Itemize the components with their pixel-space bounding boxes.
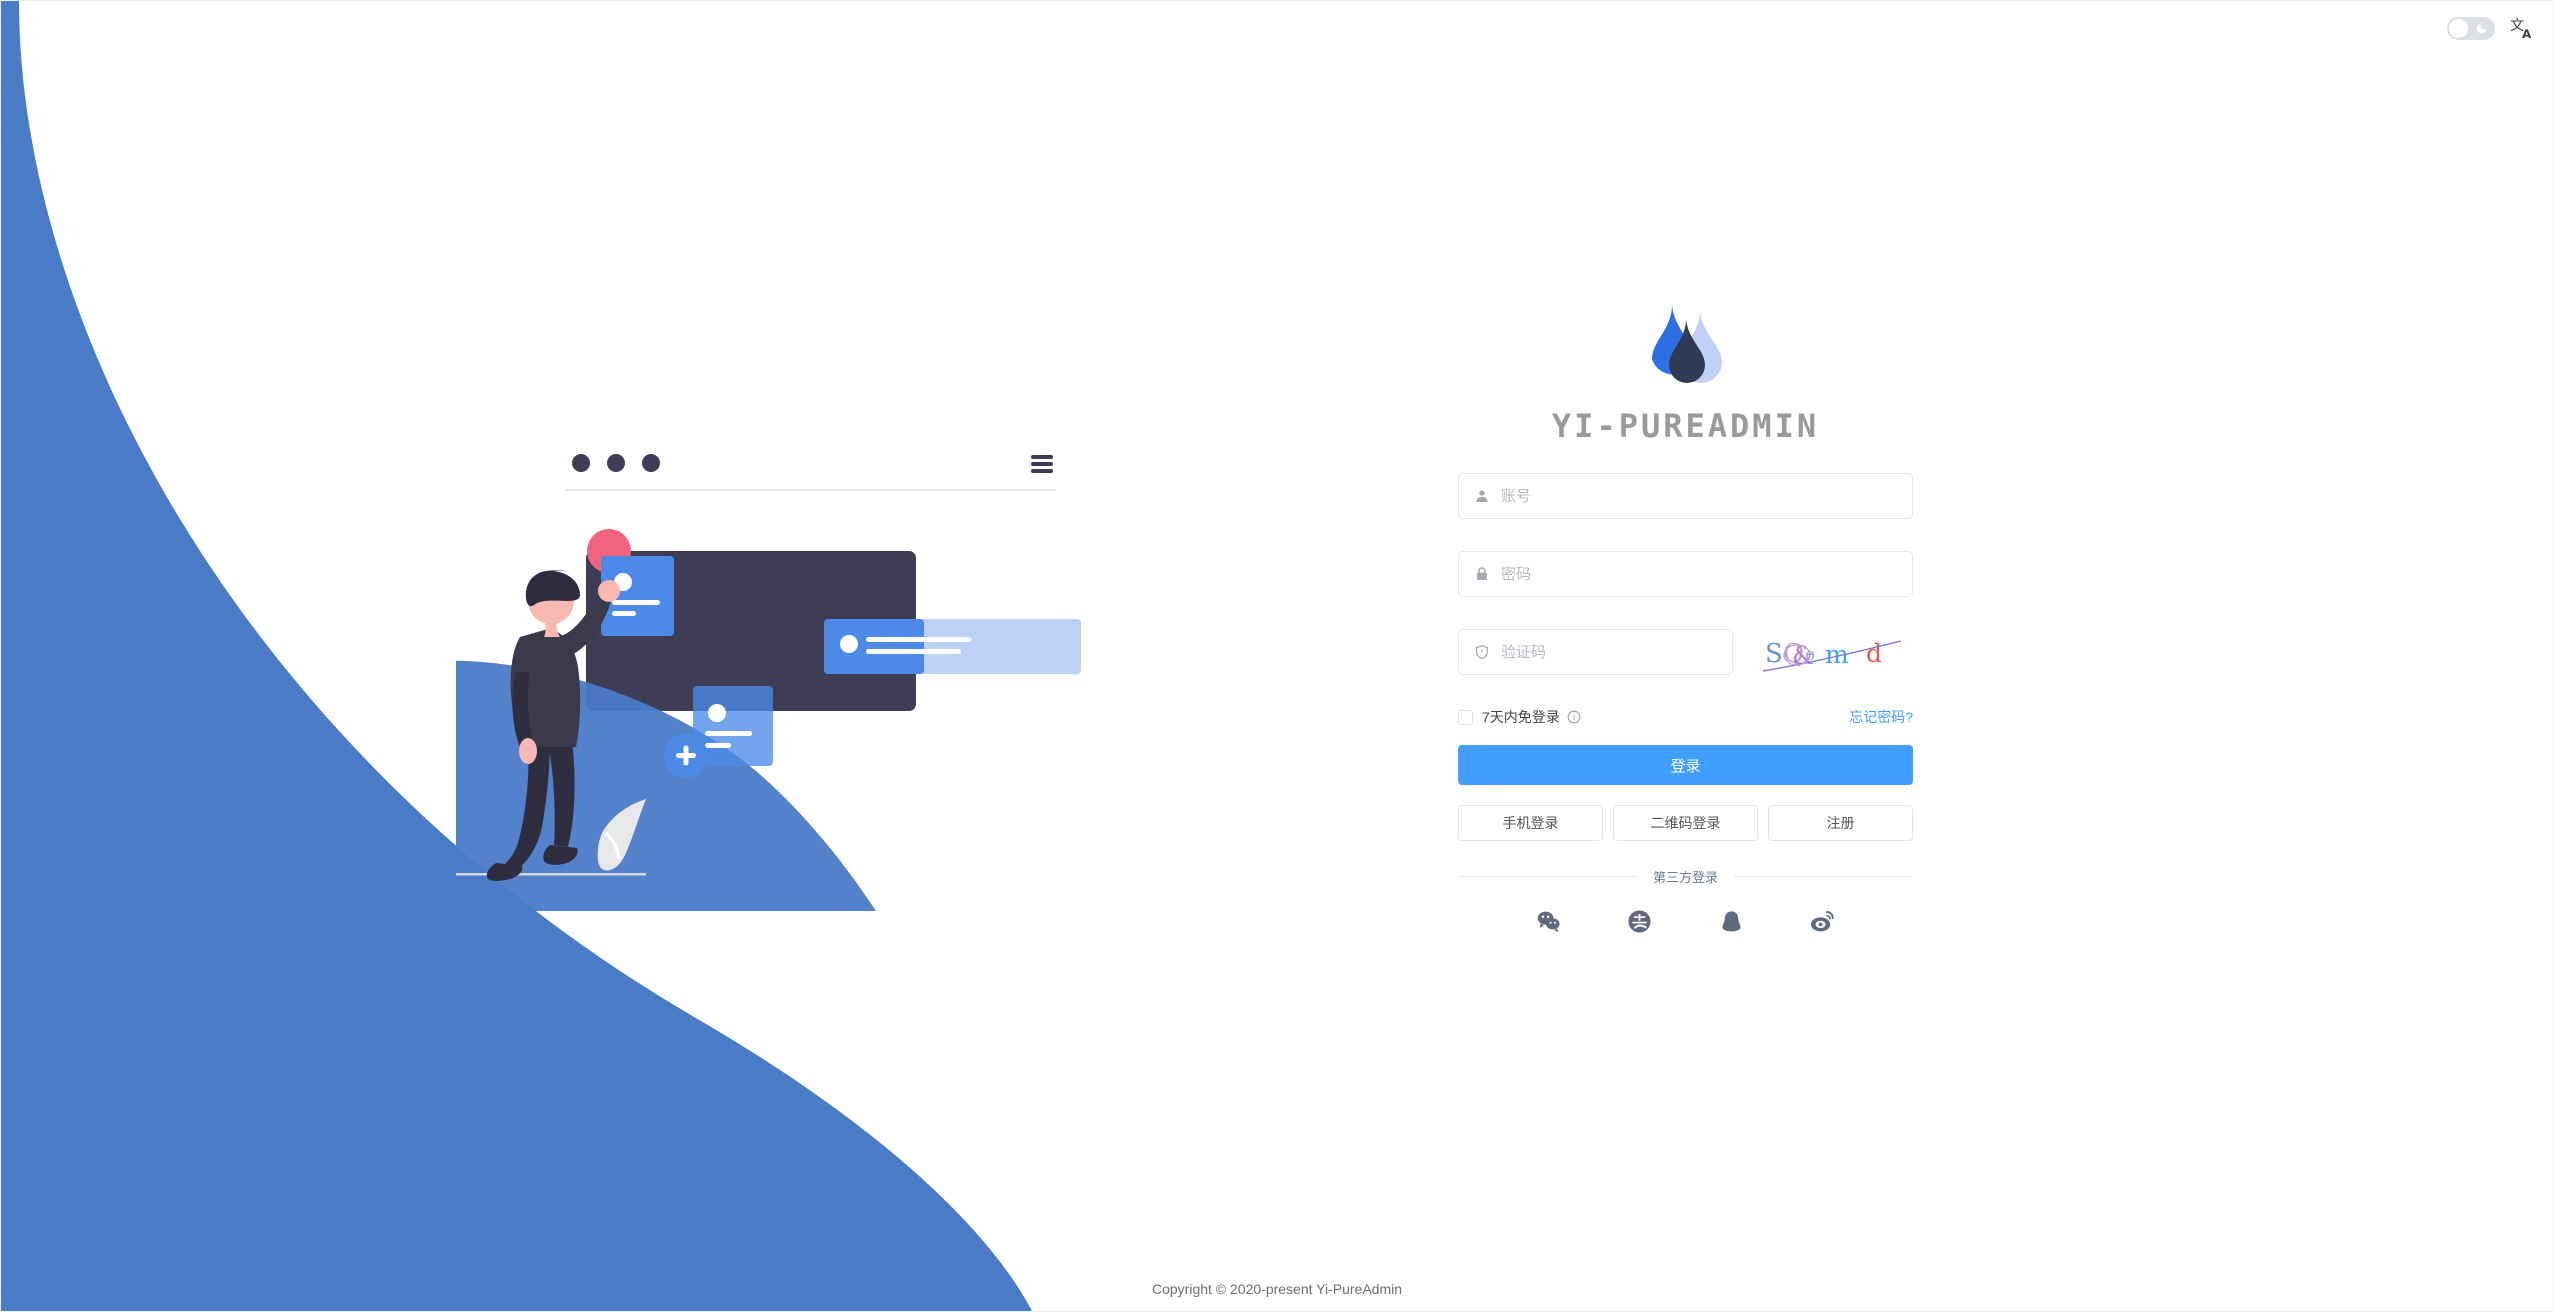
remember-checkbox[interactable] [1458, 709, 1473, 725]
captcha-image[interactable]: S Q & o m d [1761, 629, 1911, 675]
dark-mode-toggle[interactable] [2447, 16, 2495, 40]
water-drop-logo [1642, 301, 1730, 393]
svg-text:d: d [1866, 639, 1882, 668]
svg-text:文: 文 [2510, 18, 2524, 34]
captcha-row: S Q & o m d [1458, 629, 1913, 675]
qq-icon[interactable] [1718, 908, 1744, 934]
third-party-divider: 第三方登录 [1458, 867, 1914, 886]
divider-label: 第三方登录 [1653, 870, 1719, 885]
password-input[interactable] [1501, 552, 1898, 596]
remember-me[interactable]: 7天内免登录 [1458, 707, 1581, 727]
divider-line-right [1734, 876, 1914, 877]
footer-copyright: Copyright © 2020-present Yi-PureAdmin [1152, 1281, 1402, 1297]
info-circle-icon[interactable] [1567, 710, 1581, 724]
login-illustration [456, 454, 1081, 911]
toggle-knob [2449, 18, 2468, 38]
password-field[interactable] [1458, 551, 1913, 597]
lock-icon [1473, 565, 1491, 583]
svg-text:Q: Q [1783, 639, 1804, 669]
username-field[interactable] [1458, 473, 1913, 519]
top-controls: 文 A [2447, 15, 2535, 41]
captcha-field[interactable] [1458, 629, 1733, 675]
page-title: YI-PUREADMIN [1551, 407, 1820, 445]
secondary-button-row: 手机登录 二维码登录 注册 [1458, 805, 1913, 841]
phone-login-button[interactable]: 手机登录 [1458, 805, 1603, 841]
username-input[interactable] [1501, 474, 1898, 518]
alipay-icon[interactable] [1627, 908, 1653, 934]
captcha-input[interactable] [1501, 630, 1718, 674]
qrcode-login-button[interactable]: 二维码登录 [1613, 805, 1758, 841]
weibo-icon[interactable] [1809, 908, 1835, 934]
translate-icon: 文 A [2510, 18, 2532, 41]
user-icon [1473, 487, 1491, 505]
svg-text:A: A [2522, 27, 2532, 41]
remember-label: 7天内免登录 [1482, 709, 1560, 725]
register-button[interactable]: 注册 [1768, 805, 1913, 841]
moon-icon [2476, 23, 2487, 33]
shield-icon [1473, 643, 1491, 661]
login-button[interactable]: 登录 [1458, 745, 1913, 785]
wechat-icon[interactable] [1536, 908, 1562, 934]
social-login-row [1536, 908, 1836, 934]
forgot-password-link[interactable]: 忘记密码? [1849, 709, 1913, 725]
divider-line-left [1458, 876, 1637, 877]
svg-text:S: S [1765, 639, 1783, 669]
login-panel: YI-PUREADMIN [1458, 301, 1914, 934]
options-row: 7天内免登录 忘记密码? [1458, 707, 1913, 727]
language-switch[interactable]: 文 A [2509, 15, 2535, 41]
